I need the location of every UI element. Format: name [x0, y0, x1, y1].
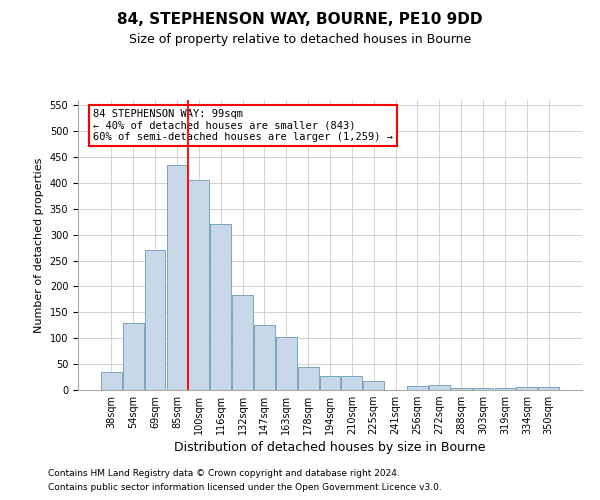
Bar: [473, 388, 493, 390]
Bar: [451, 388, 472, 390]
Bar: [232, 295, 253, 390]
Text: 84 STEPHENSON WAY: 99sqm
← 40% of detached houses are smaller (843)
60% of semi-: 84 STEPHENSON WAY: 99sqm ← 40% of detach…: [93, 108, 393, 142]
Text: Contains HM Land Registry data © Crown copyright and database right 2024.: Contains HM Land Registry data © Crown c…: [48, 468, 400, 477]
Bar: [145, 250, 166, 390]
Text: Contains public sector information licensed under the Open Government Licence v3: Contains public sector information licen…: [48, 484, 442, 492]
Bar: [254, 326, 275, 390]
Bar: [298, 366, 319, 390]
Bar: [494, 388, 515, 390]
Bar: [188, 180, 209, 390]
Bar: [429, 385, 450, 390]
Bar: [167, 164, 187, 390]
Bar: [123, 322, 143, 390]
Text: 84, STEPHENSON WAY, BOURNE, PE10 9DD: 84, STEPHENSON WAY, BOURNE, PE10 9DD: [117, 12, 483, 28]
Bar: [276, 336, 296, 390]
Bar: [517, 388, 537, 390]
Bar: [538, 388, 559, 390]
Bar: [364, 381, 384, 390]
Bar: [210, 224, 231, 390]
Y-axis label: Number of detached properties: Number of detached properties: [34, 158, 44, 332]
Bar: [101, 372, 122, 390]
Bar: [341, 376, 362, 390]
X-axis label: Distribution of detached houses by size in Bourne: Distribution of detached houses by size …: [174, 442, 486, 454]
Text: Size of property relative to detached houses in Bourne: Size of property relative to detached ho…: [129, 32, 471, 46]
Bar: [407, 386, 428, 390]
Bar: [320, 376, 340, 390]
